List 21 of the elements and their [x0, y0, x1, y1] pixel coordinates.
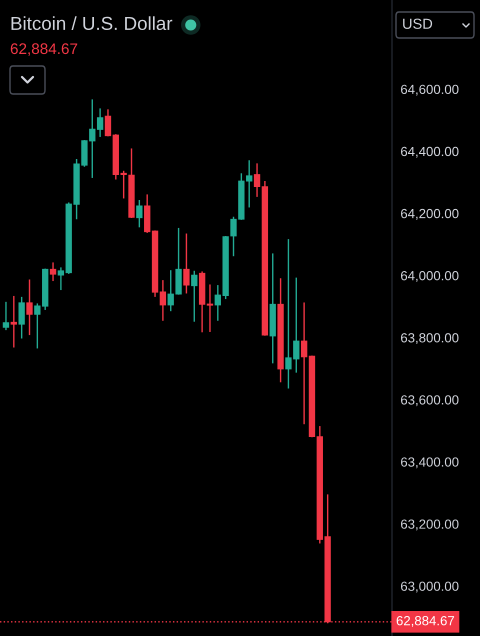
candlestick: [18, 296, 25, 340]
y-tick-label: 63,000.00: [401, 582, 459, 592]
y-tick-label: 64,200.00: [401, 208, 459, 220]
y-tick-label: 64,600.00: [401, 84, 459, 96]
text: USD: [403, 18, 432, 29]
candlestick: [10, 295, 17, 348]
candlestick: [136, 199, 143, 228]
candlestick: [2, 301, 10, 331]
candlestick: [26, 278, 33, 336]
candlestick: [50, 262, 56, 282]
y-tick-label: 63,800.00: [401, 333, 459, 344]
y-tick-label: 63,400.00: [401, 457, 459, 468]
y-tick-label: 64,400.00: [401, 146, 459, 158]
y-tick-label: 63,200.00: [401, 519, 459, 530]
candlestick: [191, 270, 198, 322]
text: 62,884.67: [10, 43, 78, 56]
y-tick-label: 64,000.00: [401, 271, 459, 282]
y-tick-label: 63,600.00: [401, 395, 459, 406]
ref-line-label: 62,884.67: [396, 616, 454, 627]
candlestick: [183, 232, 190, 294]
text: Bitcoin / U.S. Dollar: [12, 16, 172, 30]
